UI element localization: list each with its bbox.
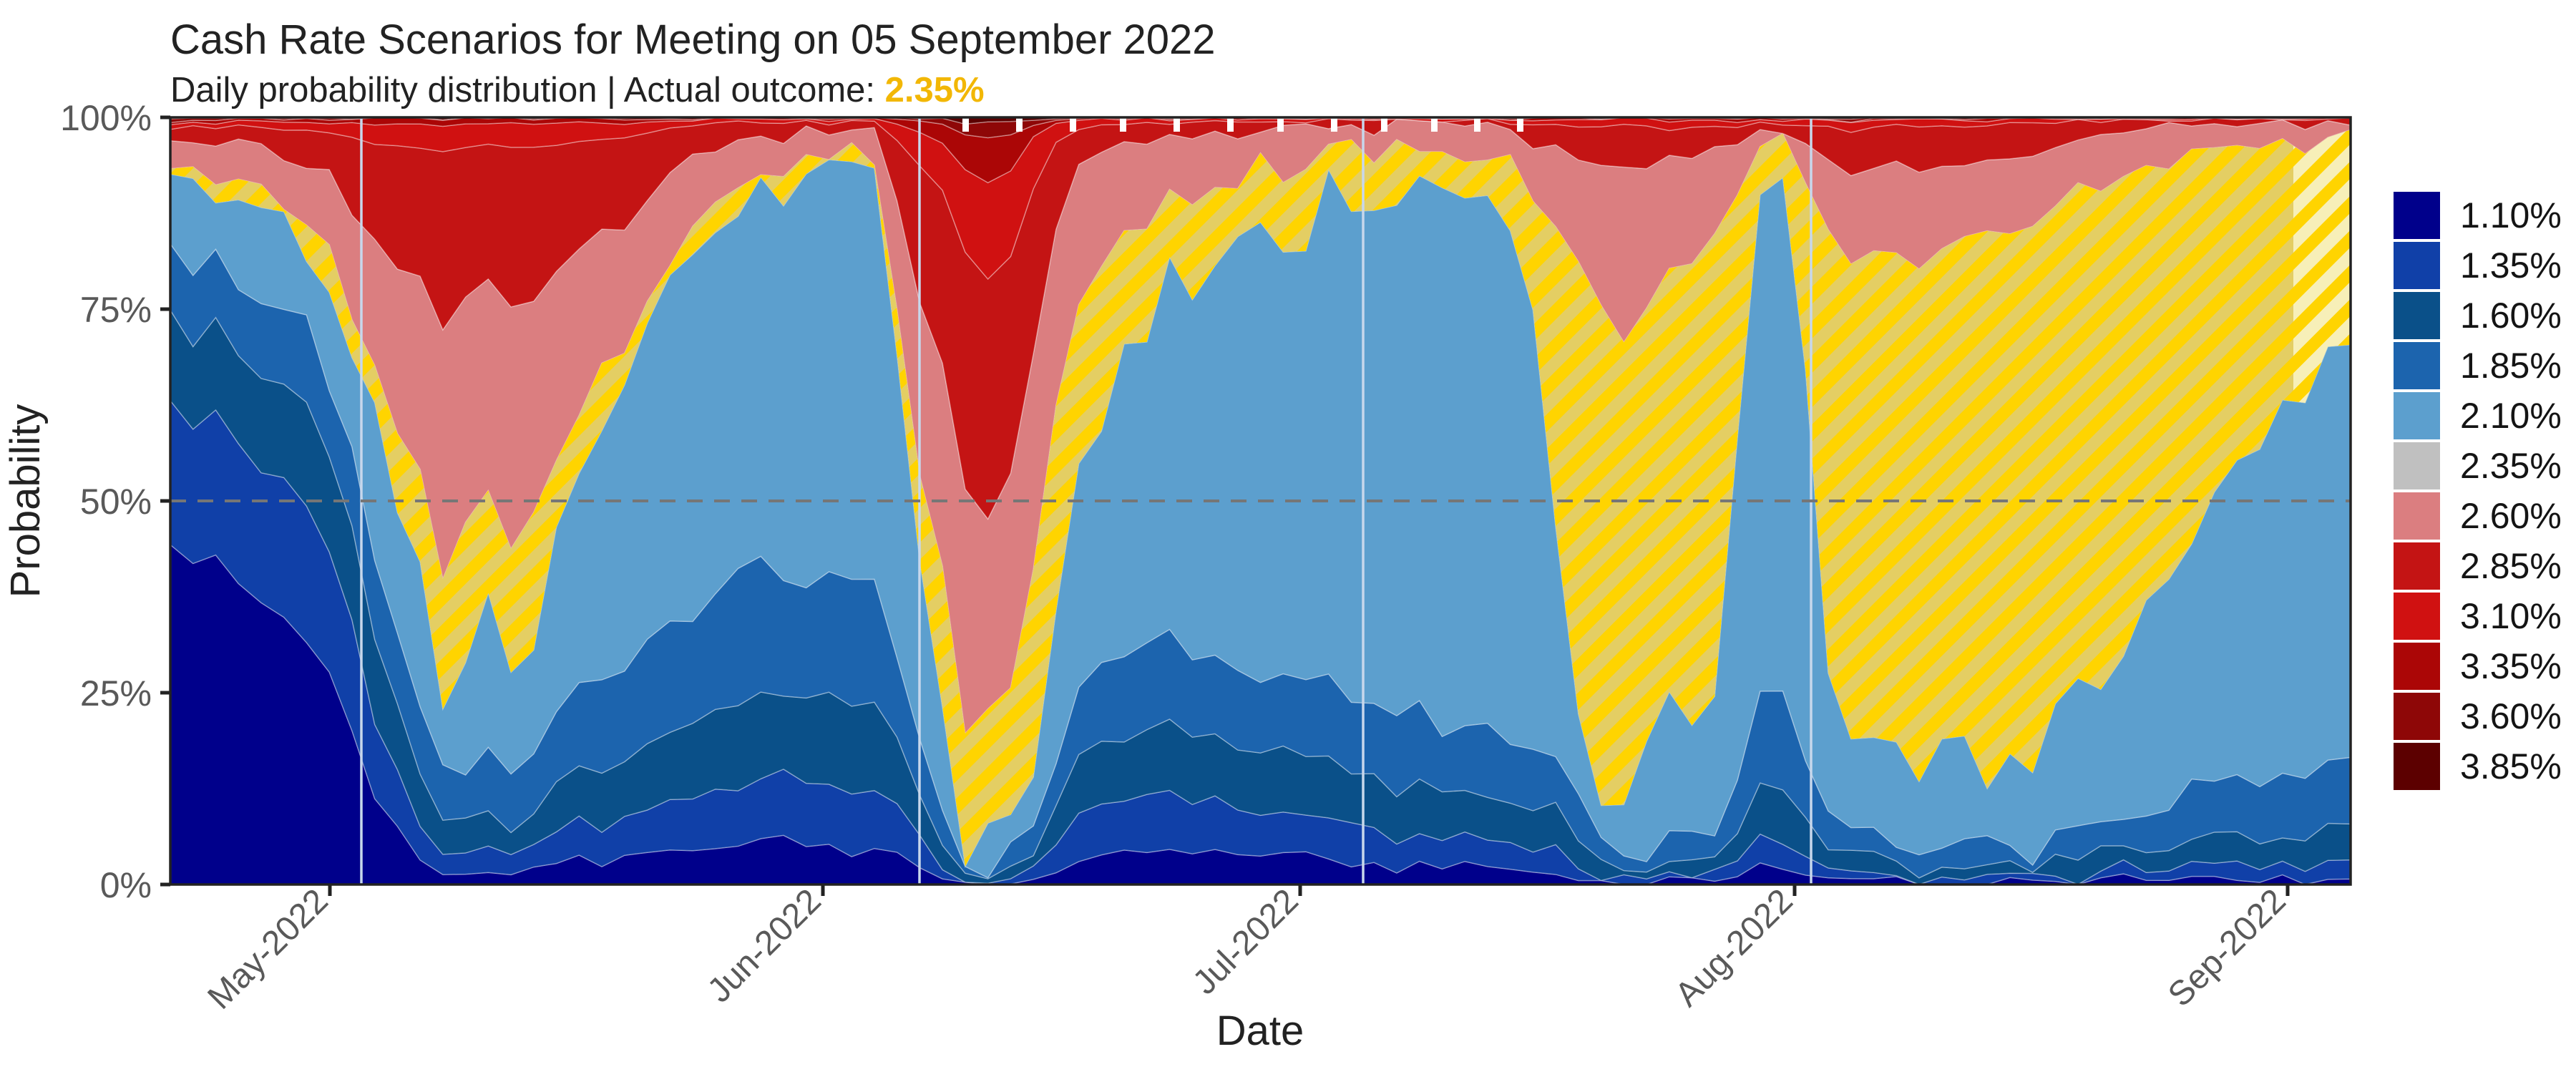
svg-text:1.10%: 1.10% [2460,195,2562,235]
svg-text:2.10%: 2.10% [2460,396,2562,436]
svg-text:Daily probability distribution: Daily probability distribution | Actual … [170,71,985,109]
svg-text:1.35%: 1.35% [2460,245,2562,286]
svg-text:1.85%: 1.85% [2460,346,2562,386]
svg-text:3.60%: 3.60% [2460,696,2562,736]
svg-text:2.60%: 2.60% [2460,496,2562,536]
svg-text:50%: 50% [80,482,152,522]
svg-text:3.10%: 3.10% [2460,596,2562,636]
svg-text:Date: Date [1216,1008,1304,1054]
svg-text:Cash Rate Scenarios for Meetin: Cash Rate Scenarios for Meeting on 05 Se… [170,16,1216,63]
svg-text:2.85%: 2.85% [2460,546,2562,586]
svg-text:3.85%: 3.85% [2460,746,2562,786]
svg-text:Probability: Probability [2,404,49,598]
svg-text:25%: 25% [80,673,152,713]
svg-text:3.35%: 3.35% [2460,646,2562,686]
svg-text:75%: 75% [80,290,152,330]
svg-text:100%: 100% [60,98,152,138]
svg-text:2.35%: 2.35% [2460,446,2562,486]
svg-text:1.60%: 1.60% [2460,296,2562,336]
svg-text:0%: 0% [100,865,152,905]
